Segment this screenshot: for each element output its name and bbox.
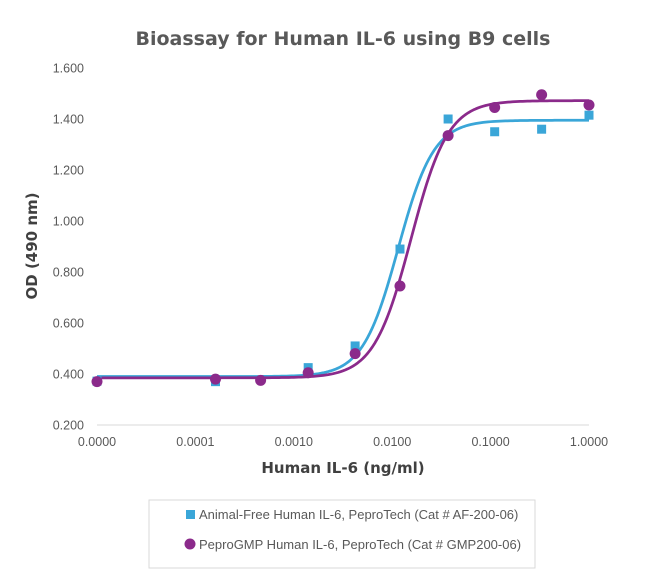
- data-point-circle: [91, 376, 103, 388]
- legend-label-animal-free: Animal-Free Human IL-6, PeproTech (Cat #…: [199, 507, 518, 522]
- y-tick-label: 1.200: [53, 164, 84, 178]
- y-tick-label: 0.600: [53, 317, 84, 331]
- fit-curve-peprogmp: [97, 99, 589, 380]
- x-tick-label: 0.0000: [78, 435, 116, 449]
- y-tick-label: 0.800: [53, 266, 84, 280]
- y-tick-label: 1.000: [53, 215, 84, 229]
- x-axis-ticks: 0.0000 0.0001 0.0010 0.0100 0.1000 1.0000: [78, 435, 608, 449]
- legend-label-peprogmp: PeproGMP Human IL-6, PeproTech (Cat # GM…: [199, 537, 521, 552]
- legend-marker-square: [186, 510, 195, 519]
- x-tick-label: 0.0100: [373, 435, 411, 449]
- x-axis-title: Human IL-6 (ng/ml): [261, 459, 424, 477]
- data-point-square: [537, 124, 547, 134]
- y-axis-ticks: 0.200 0.400 0.600 0.800 1.000 1.200 1.400 1.600: [53, 62, 84, 433]
- data-point-square: [443, 114, 453, 124]
- y-tick-label: 1.600: [53, 62, 84, 76]
- y-axis-title: OD (490 nm): [23, 193, 41, 300]
- data-point-circle: [536, 89, 548, 101]
- data-point-circle: [583, 99, 595, 111]
- legend-box: [148, 499, 536, 569]
- plot-area: [91, 89, 595, 388]
- y-tick-label: 0.200: [53, 419, 84, 433]
- x-tick-label: 1.0000: [570, 435, 608, 449]
- data-point-square: [350, 341, 360, 351]
- data-point-circle: [209, 373, 221, 385]
- data-point-circle: [302, 367, 314, 379]
- y-tick-label: 0.400: [53, 368, 84, 382]
- x-tick-label: 0.0010: [275, 435, 313, 449]
- chart-title: Bioassay for Human IL-6 using B9 cells: [135, 28, 550, 50]
- data-point-circle: [349, 348, 361, 360]
- data-point-square: [395, 244, 405, 254]
- x-tick-label: 0.0001: [176, 435, 214, 449]
- data-point-circle: [394, 280, 406, 292]
- data-point-circle: [255, 374, 267, 386]
- data-point-circle: [442, 130, 454, 142]
- data-point-circle: [489, 102, 501, 114]
- legend-marker-circle: [184, 538, 196, 550]
- legend: Animal-Free Human IL-6, PeproTech (Cat #…: [148, 499, 536, 569]
- data-point-square: [584, 110, 594, 120]
- x-tick-label: 0.1000: [471, 435, 509, 449]
- data-point-square: [490, 127, 500, 137]
- y-tick-label: 1.400: [53, 113, 84, 127]
